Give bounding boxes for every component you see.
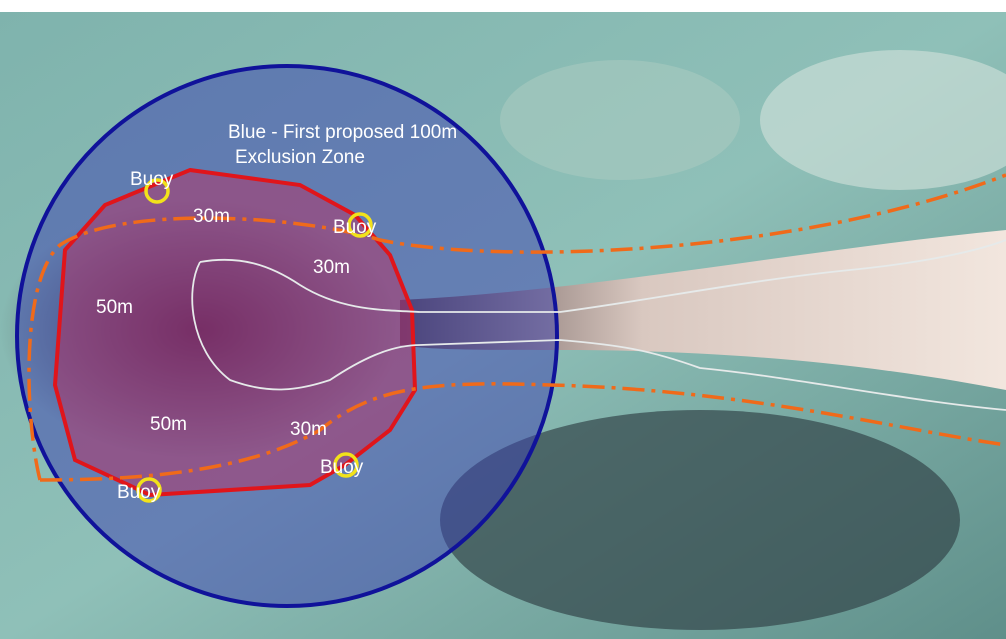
- map-label: Buoy: [333, 217, 377, 238]
- boundary-line: [27, 173, 1006, 482]
- map-label: 30m: [313, 257, 350, 278]
- reef-outline: [191, 239, 1006, 411]
- title-line: Exclusion Zone: [235, 147, 365, 168]
- map-label: 30m: [193, 206, 230, 227]
- map-label: 50m: [96, 297, 133, 318]
- title-line: Blue - First proposed 100m: [228, 122, 457, 143]
- exclusion-zone-red: [52, 167, 418, 498]
- map-label: Buoy: [130, 169, 174, 190]
- map-label: Buoy: [117, 482, 161, 503]
- buoy-markers: [136, 178, 373, 503]
- map-label: 50m: [150, 414, 187, 435]
- map-label: Buoy: [320, 457, 364, 478]
- map-label: 30m: [290, 419, 327, 440]
